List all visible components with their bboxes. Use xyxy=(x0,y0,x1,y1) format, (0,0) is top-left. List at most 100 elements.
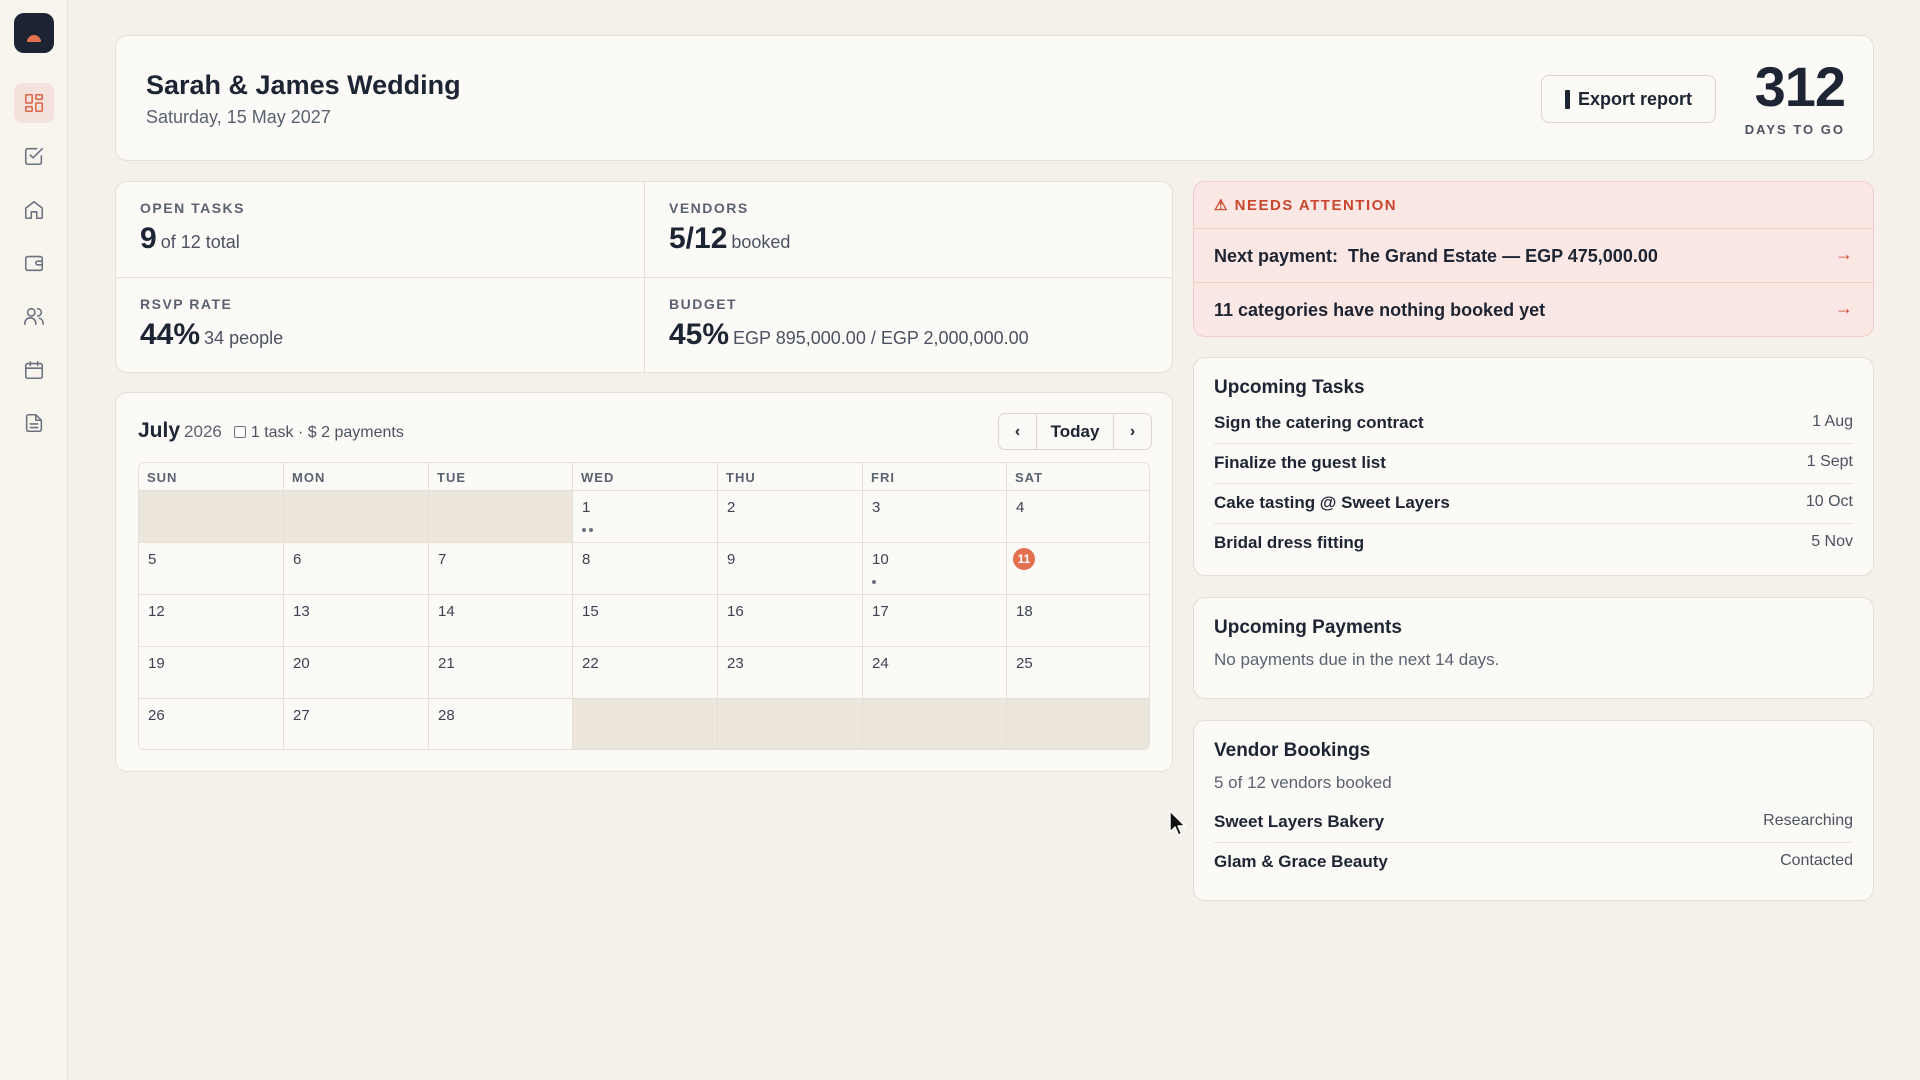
needs-attention-card: ⚠ NEEDS ATTENTION Next payment: The Gran… xyxy=(1193,181,1874,337)
stat-label: RSVP RATE xyxy=(140,296,233,312)
task-name: Bridal dress fitting xyxy=(1214,533,1365,552)
calendar-day[interactable]: 2 xyxy=(718,491,863,543)
calendar-day[interactable]: 23 xyxy=(718,647,863,699)
vendor-row[interactable]: Sweet Layers Bakery Researching xyxy=(1214,803,1853,843)
arrow-right-icon: → xyxy=(1835,298,1853,318)
calendar-day[interactable]: 19 xyxy=(139,647,284,699)
calendar-day-number: 19 xyxy=(148,655,165,672)
sidebar-item-budget[interactable] xyxy=(14,243,54,283)
calendar-day[interactable]: 8 xyxy=(573,543,718,595)
attention-item[interactable]: Next payment: The Grand Estate — EGP 475… xyxy=(1194,228,1873,282)
calendar-day[interactable]: 11 xyxy=(1007,543,1149,595)
prev-month-button[interactable]: ‹ xyxy=(999,414,1036,449)
app-logo[interactable] xyxy=(14,13,54,53)
calendar-day-number: 6 xyxy=(293,551,302,568)
next-month-button[interactable]: › xyxy=(1114,414,1151,449)
sidebar-item-guests[interactable] xyxy=(14,296,54,336)
calendar-day[interactable]: 17 xyxy=(863,595,1007,647)
calendar-day[interactable]: 28 xyxy=(429,699,573,749)
calendar-header: July 2026 1 task · $ 2 payments xyxy=(138,419,404,443)
stat-budget[interactable]: BUDGET 45% EGP 895,000.00 / EGP 2,000,000… xyxy=(645,278,1172,372)
calendar-day-number: 27 xyxy=(293,707,310,724)
calendar-day[interactable]: 26 xyxy=(139,699,284,749)
stat-detail: of 12 total xyxy=(160,232,240,252)
calendar-year: 2026 xyxy=(184,422,222,441)
sidebar-item-venues[interactable] xyxy=(14,190,54,230)
calendar-day[interactable]: 13 xyxy=(284,595,429,647)
calendar-day-number: 7 xyxy=(438,551,447,568)
calendar-day-number: 22 xyxy=(582,655,599,672)
weekday-header: FRI xyxy=(863,463,1007,491)
calendar-day[interactable]: 18 xyxy=(1007,595,1149,647)
calendar-empty-cell xyxy=(429,491,573,543)
calendar-empty-cell xyxy=(284,491,429,543)
stat-label: VENDORS xyxy=(669,200,749,216)
calendar-day[interactable]: 4 xyxy=(1007,491,1149,543)
sidebar-item-documents[interactable] xyxy=(14,403,54,443)
calendar-day[interactable]: 25 xyxy=(1007,647,1149,699)
task-date: 1 Aug xyxy=(1812,413,1853,430)
stat-detail: 34 people xyxy=(204,328,284,348)
calendar-day-number: 21 xyxy=(438,655,455,672)
task-name: Cake tasting @ Sweet Layers xyxy=(1214,493,1450,512)
home-icon xyxy=(24,200,44,220)
export-report-button[interactable]: Export report xyxy=(1541,75,1716,123)
calendar-empty-cell xyxy=(863,699,1007,749)
calendar-day[interactable]: 27 xyxy=(284,699,429,749)
calendar-nav: ‹ Today › xyxy=(998,413,1152,450)
sidebar-item-dashboard[interactable] xyxy=(14,83,54,123)
calendar-day-number: 28 xyxy=(438,707,455,724)
vendor-bookings-summary: 5 of 12 vendors booked xyxy=(1214,773,1392,792)
mouse-cursor-icon xyxy=(1169,810,1186,836)
stat-detail: EGP 895,000.00 / EGP 2,000,000.00 xyxy=(733,328,1029,348)
stat-vendors[interactable]: VENDORS 5/12 booked xyxy=(645,182,1172,278)
weekday-header: SUN xyxy=(139,463,284,491)
calendar-day[interactable]: 9 xyxy=(718,543,863,595)
checkbox-icon xyxy=(24,147,44,166)
calendar-day[interactable]: 21 xyxy=(429,647,573,699)
sidebar-item-calendar[interactable] xyxy=(14,350,54,390)
calendar-day[interactable]: 10 xyxy=(863,543,1007,595)
calendar-day-number: 4 xyxy=(1016,499,1025,516)
task-row[interactable]: Sign the catering contract 1 Aug xyxy=(1214,404,1853,444)
vendor-row[interactable]: Glam & Grace Beauty Contacted xyxy=(1214,843,1853,883)
task-row[interactable]: Finalize the guest list 1 Sept xyxy=(1214,444,1853,484)
sidebar-item-tasks[interactable] xyxy=(14,136,54,176)
attention-item[interactable]: 11 categories have nothing booked yet → xyxy=(1194,282,1873,336)
calendar-day[interactable]: 12 xyxy=(139,595,284,647)
calendar-day[interactable]: 16 xyxy=(718,595,863,647)
event-dots xyxy=(582,528,593,532)
calendar-day[interactable]: 1 xyxy=(573,491,718,543)
today-button[interactable]: Today xyxy=(1036,414,1114,449)
event-header: Sarah & James Wedding Saturday, 15 May 2… xyxy=(115,35,1874,161)
calendar-day[interactable]: 20 xyxy=(284,647,429,699)
stat-detail: booked xyxy=(731,232,791,252)
calendar-day[interactable]: 22 xyxy=(573,647,718,699)
task-name: Finalize the guest list xyxy=(1214,453,1386,472)
task-date: 5 Nov xyxy=(1811,533,1853,550)
calendar-day[interactable]: 5 xyxy=(139,543,284,595)
upcoming-tasks-card: Upcoming Tasks Sign the catering contrac… xyxy=(1193,357,1874,576)
vendor-name: Glam & Grace Beauty xyxy=(1214,852,1388,871)
upcoming-payments-title: Upcoming Payments xyxy=(1214,617,1402,638)
calendar-day[interactable]: 6 xyxy=(284,543,429,595)
stat-value: 5/12 xyxy=(669,222,728,255)
calendar-day[interactable]: 14 xyxy=(429,595,573,647)
calendar-day-number: 24 xyxy=(872,655,889,672)
weekday-header: MON xyxy=(284,463,429,491)
stat-rsvp-rate[interactable]: RSVP RATE 44% 34 people xyxy=(116,278,644,372)
calendar-day-number: 12 xyxy=(148,603,165,620)
calendar-day[interactable]: 15 xyxy=(573,595,718,647)
calendar-day-number: 18 xyxy=(1016,603,1033,620)
calendar-day-number: 13 xyxy=(293,603,310,620)
event-dots xyxy=(872,580,876,584)
calendar-day[interactable]: 24 xyxy=(863,647,1007,699)
calendar-day[interactable]: 7 xyxy=(429,543,573,595)
calendar-day-number: 8 xyxy=(582,551,591,568)
calendar-day[interactable]: 3 xyxy=(863,491,1007,543)
task-row[interactable]: Cake tasting @ Sweet Layers 10 Oct xyxy=(1214,484,1853,524)
stat-value: 9 xyxy=(140,222,157,255)
stat-open-tasks[interactable]: OPEN TASKS 9 of 12 total xyxy=(116,182,644,278)
task-row[interactable]: Bridal dress fitting 5 Nov xyxy=(1214,524,1853,564)
dashboard-icon xyxy=(24,93,44,113)
